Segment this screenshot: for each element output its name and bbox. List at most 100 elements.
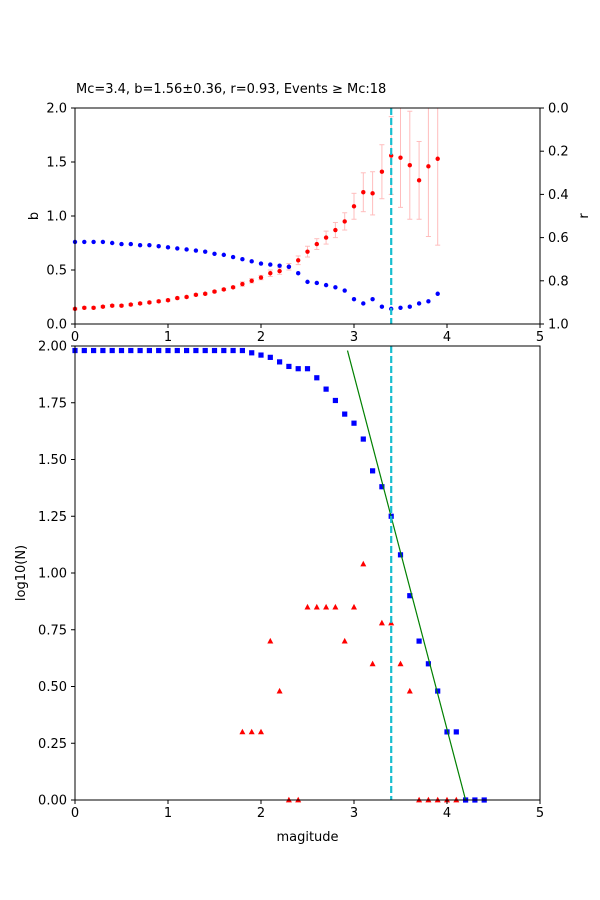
r-value-point bbox=[184, 247, 189, 252]
x-tick-label: 0 bbox=[71, 330, 79, 345]
cumulative-count-point bbox=[435, 688, 441, 694]
incremental-count-point bbox=[239, 728, 246, 735]
incremental-count-point bbox=[267, 637, 274, 644]
b-value-point bbox=[221, 287, 226, 292]
r-value-point bbox=[342, 288, 347, 293]
b-value-point bbox=[416, 178, 422, 183]
b-value-point bbox=[398, 155, 403, 160]
r-value-point bbox=[416, 301, 422, 306]
y2-tick-label: 0.4 bbox=[548, 188, 569, 203]
incremental-count-point bbox=[258, 728, 264, 735]
y2-tick-label: 0.8 bbox=[548, 274, 569, 289]
cumulative-count-point bbox=[267, 354, 273, 360]
r-value-point bbox=[305, 279, 310, 285]
b-value-point bbox=[342, 219, 347, 224]
r-value-point bbox=[203, 249, 208, 254]
x-tick-label: 0 bbox=[71, 806, 79, 821]
r-value-point bbox=[379, 304, 385, 309]
cumulative-count-point bbox=[342, 411, 348, 417]
b-value-point bbox=[128, 302, 133, 307]
b-value-point bbox=[296, 258, 301, 263]
b-value-point bbox=[361, 190, 366, 195]
cumulative-count-point bbox=[239, 347, 245, 354]
chart-title: Mc=3.4, b=1.56±0.36, r=0.93, Events ≥ Mc… bbox=[76, 82, 386, 97]
cumulative-count-point bbox=[304, 366, 311, 372]
cumulative-count-point bbox=[360, 436, 366, 442]
x-tick-label: 1 bbox=[164, 330, 172, 345]
b-value-point bbox=[258, 275, 264, 280]
b-value-point bbox=[100, 304, 106, 309]
cumulative-count-point bbox=[165, 347, 171, 354]
r-value-point bbox=[370, 296, 375, 302]
cumulative-count-point bbox=[184, 347, 190, 354]
y2-tick-label: 0.6 bbox=[548, 231, 569, 246]
cumulative-count-point bbox=[128, 347, 134, 354]
b-value-point bbox=[230, 285, 236, 290]
y2-tick-label: 0.2 bbox=[548, 145, 569, 160]
r-value-point bbox=[323, 282, 329, 288]
b-value-point bbox=[351, 204, 357, 209]
cumulative-count-point bbox=[444, 729, 450, 735]
y-tick-label: 0.25 bbox=[38, 737, 67, 752]
r-value-point bbox=[258, 261, 264, 266]
incremental-count-point bbox=[360, 560, 367, 567]
y-tick-label: 1.25 bbox=[38, 510, 67, 525]
r-value-point bbox=[100, 239, 106, 245]
incremental-count-point bbox=[304, 603, 311, 610]
b-value-point bbox=[184, 294, 189, 300]
r-value-point bbox=[277, 263, 282, 268]
y-tick-label: 2.00 bbox=[38, 340, 67, 355]
cumulative-count-point bbox=[230, 347, 236, 354]
incremental-count-point bbox=[378, 619, 385, 626]
r-value-point bbox=[361, 301, 366, 306]
x-axis-label: magitude bbox=[276, 830, 338, 845]
x-tick-label: 4 bbox=[443, 806, 451, 821]
b-value-point bbox=[91, 305, 96, 310]
cumulative-count-point bbox=[407, 593, 413, 599]
r-value-point bbox=[193, 248, 199, 253]
y2-axis-label-r: r bbox=[577, 213, 592, 219]
panel2-ticks: 0 1 2 3 4 5 0.00 0.25 0.50 0.75 1.00 1.25 1.50 1.75 2.… bbox=[38, 340, 544, 822]
b-value-point bbox=[110, 303, 115, 308]
y-tick-label: 0.50 bbox=[38, 680, 67, 695]
y-axis-label-log10n: log10(N) bbox=[14, 545, 29, 601]
r-value-point bbox=[110, 240, 115, 246]
incremental-count-point bbox=[369, 660, 376, 667]
panel2-series bbox=[72, 347, 487, 803]
b-value-point bbox=[407, 163, 412, 168]
r-value-point bbox=[156, 244, 161, 249]
b-value-point bbox=[323, 235, 329, 240]
b-value-point bbox=[426, 164, 431, 169]
r-value-point bbox=[268, 262, 273, 267]
b-value-point bbox=[212, 289, 217, 294]
fit-line bbox=[346, 350, 467, 801]
cumulative-count-point bbox=[379, 484, 385, 490]
y-tick-label: 0.75 bbox=[38, 623, 67, 638]
b-value-point bbox=[333, 227, 338, 233]
y-tick-label: 1.75 bbox=[38, 396, 67, 411]
x-tick-label: 2 bbox=[257, 330, 265, 345]
x-tick-label: 5 bbox=[536, 330, 544, 345]
y-tick-label: 0.5 bbox=[46, 264, 67, 279]
y-tick-label: 0.00 bbox=[38, 794, 67, 809]
b-value-point bbox=[203, 291, 208, 296]
y2-tick-label: 0.0 bbox=[548, 102, 569, 117]
r-value-point bbox=[314, 280, 319, 286]
cumulative-count-point bbox=[332, 397, 338, 404]
b-value-point bbox=[193, 292, 199, 298]
r-value-point bbox=[398, 305, 403, 310]
cumulative-count-point bbox=[370, 468, 376, 474]
cumulative-count-point bbox=[109, 347, 115, 354]
x-tick-label: 2 bbox=[257, 806, 265, 821]
r-value-point bbox=[333, 285, 338, 290]
r-value-point bbox=[212, 251, 217, 256]
incremental-count-point bbox=[406, 687, 413, 694]
cumulative-count-point bbox=[453, 729, 459, 735]
r-value-point bbox=[175, 246, 180, 251]
panel1-frame bbox=[74, 107, 541, 325]
cumulative-count-point bbox=[137, 347, 143, 354]
cumulative-count-point bbox=[249, 350, 255, 356]
b-value-point bbox=[249, 278, 254, 283]
cumulative-count-point bbox=[118, 347, 125, 354]
